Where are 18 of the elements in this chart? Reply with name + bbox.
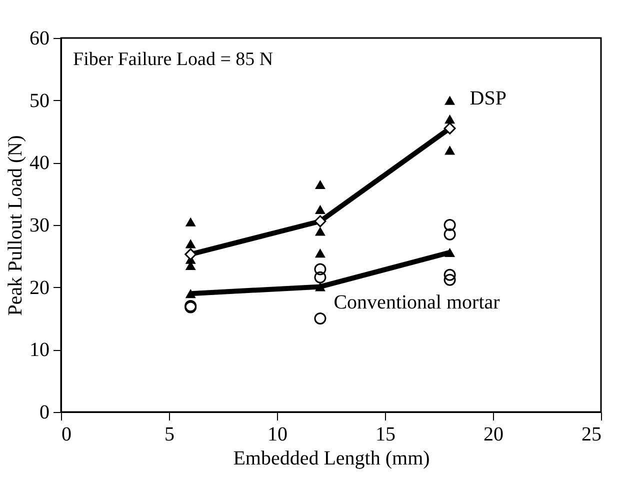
- x-axis-title: Embedded Length (mm): [233, 448, 430, 470]
- annotation: Fiber Failure Load = 85 N: [73, 49, 274, 70]
- y-tick-label: 30: [30, 214, 50, 236]
- y-tick-label: 40: [30, 152, 50, 174]
- y-tick-label: 10: [30, 339, 50, 362]
- x-tick-label: 0: [62, 424, 72, 446]
- series-label: DSP: [470, 87, 507, 110]
- x-tick-label: 5: [164, 424, 174, 446]
- y-tick-label: 50: [30, 90, 50, 112]
- y-tick-label: 20: [30, 276, 50, 299]
- x-tick-label: 10: [268, 424, 288, 446]
- series-label: Conventional mortar: [334, 291, 500, 314]
- x-tick-label: 25: [582, 424, 602, 446]
- y-tick-label: 0: [40, 402, 50, 424]
- y-axis-title: Peak Pullout Load (N): [4, 135, 26, 316]
- x-tick-label: 15: [376, 424, 396, 446]
- x-tick-label: 20: [484, 424, 504, 446]
- y-tick-label: 60: [30, 28, 50, 50]
